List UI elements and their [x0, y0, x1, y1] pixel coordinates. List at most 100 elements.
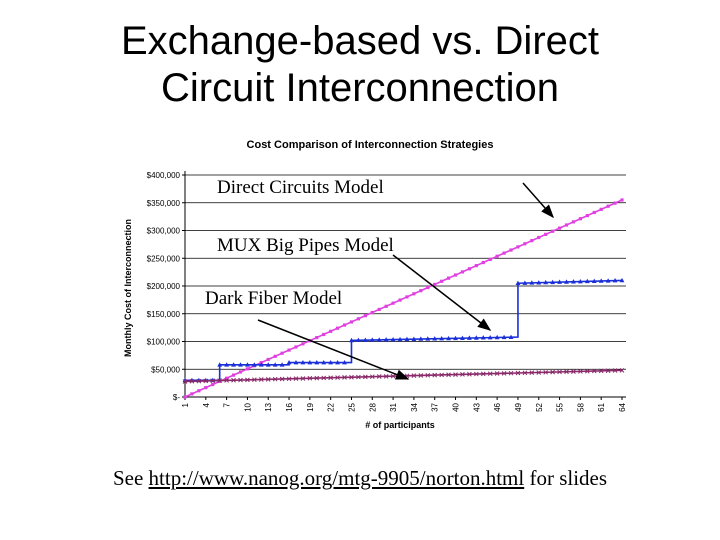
x-tick-label: 25	[347, 402, 356, 411]
data-point-direct	[564, 223, 569, 227]
data-point-mux	[473, 335, 479, 340]
data-point-fiber	[342, 375, 347, 380]
data-point-mux	[480, 335, 486, 340]
data-point-mux	[411, 336, 417, 341]
data-point-mux	[356, 337, 361, 343]
data-point-direct	[481, 260, 485, 265]
data-point-direct	[495, 254, 499, 258]
data-point-fiber	[612, 368, 618, 373]
data-point-fiber	[543, 369, 549, 375]
arrow-dark-fiber	[257, 319, 410, 380]
data-point-fiber	[446, 372, 451, 378]
data-point-mux	[251, 362, 257, 367]
x-tick-label: 22	[327, 402, 336, 411]
data-point-fiber	[571, 369, 576, 374]
data-point-direct	[204, 386, 208, 390]
data-point-direct	[446, 276, 451, 280]
data-point-fiber	[258, 377, 264, 382]
x-axis-label: # of participants	[365, 420, 435, 430]
data-point-direct	[488, 257, 492, 261]
data-point-direct	[301, 342, 305, 346]
data-point-mux	[466, 335, 472, 340]
data-point-fiber	[376, 374, 382, 379]
data-point-mux	[432, 336, 438, 341]
data-point-fiber	[411, 373, 417, 378]
data-point-fiber	[369, 374, 375, 380]
x-tick-label: 43	[472, 402, 481, 411]
x-tick-label: 46	[493, 402, 502, 411]
y-tick-label: $50,000	[151, 365, 180, 374]
data-point-mux	[584, 278, 590, 284]
data-point-direct	[273, 354, 277, 358]
data-point-mux	[245, 362, 250, 367]
chart-title: Cost Comparison of Interconnection Strat…	[247, 139, 494, 151]
x-tick-label: 7	[223, 402, 232, 407]
data-point-fiber	[383, 373, 389, 379]
data-point-fiber	[501, 371, 507, 376]
data-point-mux	[238, 362, 243, 367]
footer-suffix: for slides	[524, 466, 608, 490]
data-point-mux	[369, 337, 375, 342]
data-point-fiber	[293, 376, 299, 381]
x-tick-label: 31	[389, 402, 398, 411]
x-tick-label: 13	[264, 402, 273, 411]
data-point-fiber	[362, 374, 368, 380]
y-tick-label: $300,000	[147, 227, 181, 236]
data-point-mux	[390, 336, 396, 342]
data-point-direct	[370, 310, 374, 315]
x-tick-label: 16	[285, 402, 294, 411]
data-point-fiber	[321, 375, 327, 381]
data-point-mux	[397, 336, 403, 342]
data-point-fiber	[515, 370, 521, 376]
data-point-mux	[258, 362, 264, 367]
y-tick-label: $400,000	[147, 171, 181, 180]
x-tick-label: 28	[368, 402, 377, 411]
data-point-mux	[362, 337, 368, 342]
data-point-direct	[315, 335, 319, 340]
data-point-fiber	[238, 377, 243, 383]
data-point-direct	[440, 279, 444, 283]
data-point-mux	[342, 359, 347, 365]
data-point-direct	[467, 267, 471, 271]
data-point-direct	[502, 251, 506, 255]
data-point-mux	[439, 335, 445, 341]
data-point-mux	[619, 277, 625, 283]
data-point-direct	[336, 326, 340, 330]
data-point-direct	[231, 373, 236, 377]
data-point-fiber	[300, 376, 306, 381]
data-point-direct	[412, 292, 416, 296]
data-point-direct	[419, 289, 423, 293]
data-point-direct	[287, 348, 291, 352]
data-point-mux	[515, 280, 521, 286]
data-point-fiber	[529, 370, 535, 376]
data-point-mux	[328, 359, 334, 365]
data-point-direct	[183, 395, 187, 399]
data-point-direct	[433, 282, 437, 287]
data-point-fiber	[591, 368, 597, 374]
data-point-fiber	[453, 372, 458, 377]
data-point-direct	[509, 248, 513, 252]
slides-link[interactable]: http://www.nanog.org/mtg-9905/norton.htm…	[148, 466, 525, 490]
data-point-direct	[620, 198, 624, 202]
annotation-direct-circuits: Direct Circuits Model	[217, 177, 384, 198]
data-point-direct	[322, 332, 326, 337]
data-point-direct	[426, 285, 430, 290]
data-point-direct	[613, 201, 617, 205]
data-point-mux	[404, 336, 410, 342]
data-point-direct	[599, 207, 603, 211]
data-point-mux	[605, 278, 611, 283]
data-point-fiber	[480, 371, 486, 377]
data-point-direct	[384, 304, 388, 308]
data-point-fiber	[272, 376, 278, 382]
data-point-fiber	[536, 370, 542, 375]
data-point-fiber	[432, 372, 438, 378]
data-point-fiber	[467, 371, 472, 377]
data-point-mux	[300, 359, 306, 365]
data-point-fiber	[390, 373, 396, 379]
data-point-mux	[522, 280, 528, 285]
data-point-fiber	[598, 368, 604, 374]
data-point-mux	[487, 335, 493, 340]
data-point-direct	[245, 367, 250, 371]
data-point-direct	[238, 370, 243, 374]
data-point-fiber	[279, 376, 285, 382]
